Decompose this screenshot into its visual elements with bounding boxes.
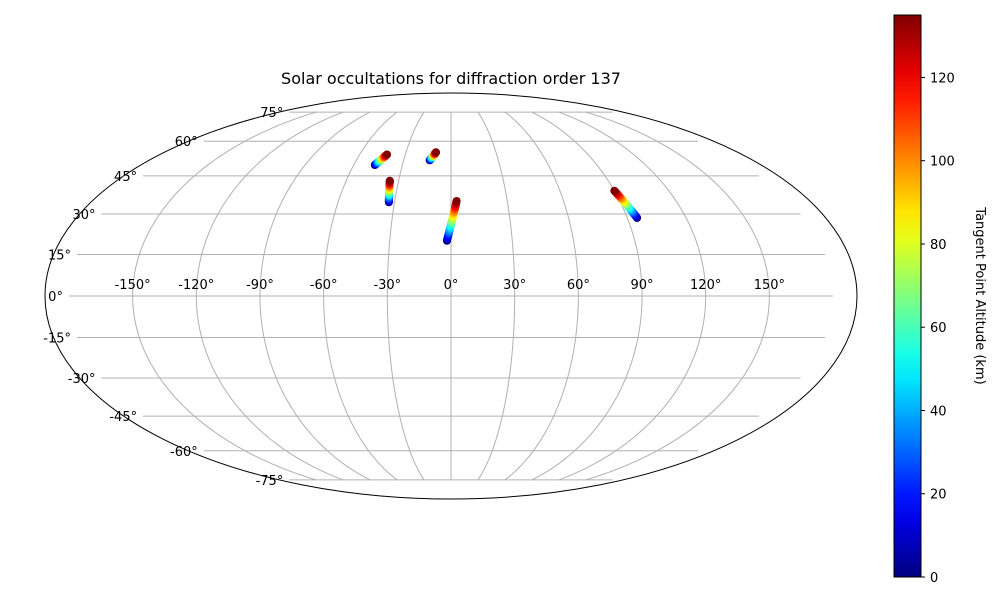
- longitude-gridline: [558, 111, 707, 481]
- colorbar: 0 20 40 60 80 100 120 Tangent Point Altitude (…: [893, 14, 987, 586]
- occultation-point: [385, 176, 394, 185]
- colorbar-tick-label: 60: [930, 321, 947, 336]
- longitude-gridline: [132, 111, 317, 481]
- longitude-gridline: [323, 111, 398, 481]
- longitude-tick-label: 30°: [503, 278, 526, 293]
- latitude-tick-label: 45°: [114, 170, 137, 185]
- longitude-tick-label: -90°: [246, 278, 274, 293]
- longitude-gridline: [531, 111, 643, 481]
- graticule-grid: [68, 111, 834, 481]
- longitude-gridline: [259, 111, 371, 481]
- latitude-tick-label: -75°: [256, 474, 284, 489]
- latitude-tick-label: 75°: [260, 106, 283, 121]
- longitude-gridline: [195, 111, 344, 481]
- colorbar-tick-label: 80: [930, 238, 947, 253]
- latitude-tick-label: 60°: [175, 135, 198, 150]
- occultation-point: [383, 150, 392, 159]
- latitude-tick-labels: -75° -60° -45° -30° -15° 0° 15° 30° 45° 60° 75°: [43, 106, 283, 489]
- longitude-tick-label: -30°: [373, 278, 401, 293]
- colorbar-tick-label: 120: [930, 71, 955, 86]
- latitude-tick-label: 15°: [48, 248, 71, 263]
- longitude-tick-label: 90°: [630, 278, 653, 293]
- longitude-tick-label: -150°: [115, 278, 151, 293]
- longitude-gridline: [386, 111, 425, 481]
- longitude-tick-label: -60°: [310, 278, 338, 293]
- latitude-tick-label: -30°: [68, 372, 96, 387]
- longitude-gridline: [585, 111, 770, 481]
- longitude-gridline: [477, 111, 516, 481]
- occultation-point: [452, 196, 461, 205]
- longitude-gridline: [504, 111, 579, 481]
- latitude-tick-label: -15°: [43, 332, 71, 347]
- longitude-tick-label: 150°: [754, 278, 785, 293]
- longitude-tick-label: 60°: [567, 278, 590, 293]
- latitude-tick-label: 0°: [48, 290, 63, 305]
- longitude-tick-labels: -150° -120° -90° -60° -30° 0° 30° 60° 90° 120° 150…: [115, 278, 785, 293]
- colorbar-tick-label: 0: [930, 571, 938, 586]
- chart-title: Solar occultations for diffraction order…: [281, 69, 621, 88]
- colorbar-gradient: [893, 14, 922, 578]
- latitude-tick-label: 30°: [72, 208, 95, 223]
- colorbar-tick-label: 100: [930, 155, 955, 170]
- occultation-point: [610, 186, 619, 195]
- longitude-tick-label: -120°: [178, 278, 214, 293]
- latitude-tick-label: -45°: [109, 410, 137, 425]
- colorbar-tick-label: 40: [930, 404, 947, 419]
- colorbar-tick-label: 20: [930, 488, 947, 503]
- occultation-point: [432, 148, 441, 157]
- longitude-tick-label: 0°: [444, 278, 459, 293]
- longitude-tick-label: 120°: [690, 278, 721, 293]
- latitude-tick-label: -60°: [170, 445, 198, 460]
- colorbar-label: Tangent Point Altitude (km): [972, 206, 987, 384]
- map-boundary: [44, 92, 858, 500]
- colorbar-ticks: 0 20 40 60 80 100 120: [921, 71, 955, 586]
- occultation-points: [370, 148, 642, 245]
